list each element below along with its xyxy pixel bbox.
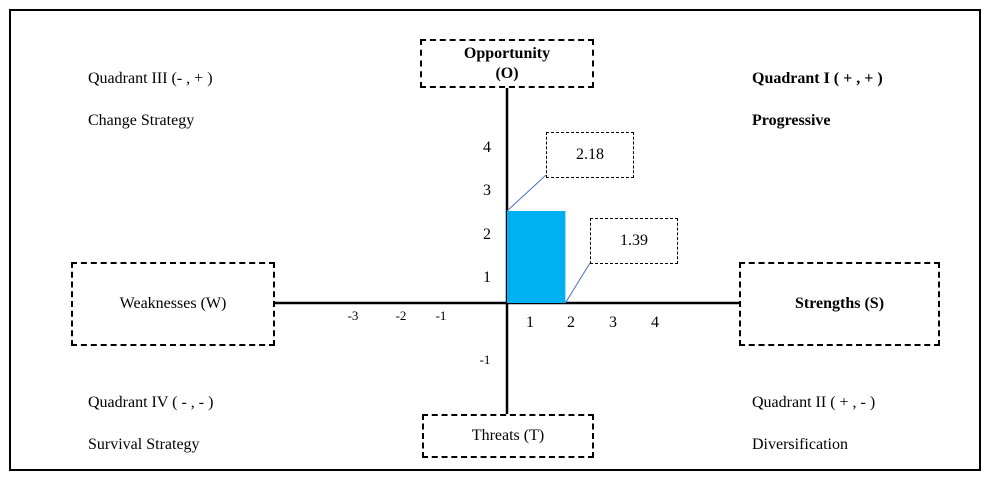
x-tick-label: -3	[348, 308, 359, 323]
x-value-callout: 1.39	[590, 218, 678, 264]
y-tick-label: 4	[483, 139, 491, 156]
quadrant-3-strategy: Change Strategy	[88, 112, 195, 129]
y-tick-label: -1	[480, 352, 491, 367]
diagram-frame	[9, 9, 981, 471]
x-tick-label: 4	[651, 314, 659, 331]
y-value-label: 2.18	[576, 146, 604, 163]
strengths-label-box: Strengths (S)	[739, 262, 940, 346]
threats-label: Threats (T)	[471, 427, 545, 444]
opportunity-label-box: Opportunity (O)	[420, 39, 594, 88]
quadrant-2-title: Quadrant II ( + , - )	[752, 394, 876, 411]
quadrant-2-strategy: Diversification	[752, 436, 848, 453]
x-value-label: 1.39	[620, 232, 648, 249]
position-bar	[507, 211, 566, 303]
callout-line-x	[564, 262, 591, 304]
opportunity-label: Opportunity	[463, 44, 551, 62]
y-tick-label: 1	[483, 269, 491, 286]
threats-label-box: Threats (T)	[422, 414, 594, 458]
x-tick-label: -2	[396, 308, 407, 323]
strengths-label: Strengths (S)	[794, 295, 885, 312]
x-tick-label: -1	[436, 308, 447, 323]
weaknesses-label-box: Weaknesses (W)	[71, 262, 275, 346]
quadrant-1-title: Quadrant I ( + , + )	[752, 70, 883, 87]
quadrant-3-title: Quadrant III (- , + )	[88, 70, 213, 87]
weaknesses-label: Weaknesses (W)	[119, 295, 227, 312]
x-tick-label: 3	[609, 314, 617, 331]
y-value-callout: 2.18	[546, 132, 634, 178]
y-tick-label: 3	[483, 182, 491, 199]
y-tick-label: 2	[483, 226, 491, 243]
x-tick-label: 2	[567, 314, 575, 331]
callout-line-y	[506, 174, 547, 212]
quadrant-4-strategy: Survival Strategy	[88, 436, 200, 453]
quadrant-4-title: Quadrant IV ( - , - )	[88, 394, 214, 411]
opportunity-abbrev: (O)	[495, 64, 519, 82]
quadrant-1-strategy: Progressive	[752, 112, 831, 129]
x-tick-label: 1	[526, 314, 534, 331]
